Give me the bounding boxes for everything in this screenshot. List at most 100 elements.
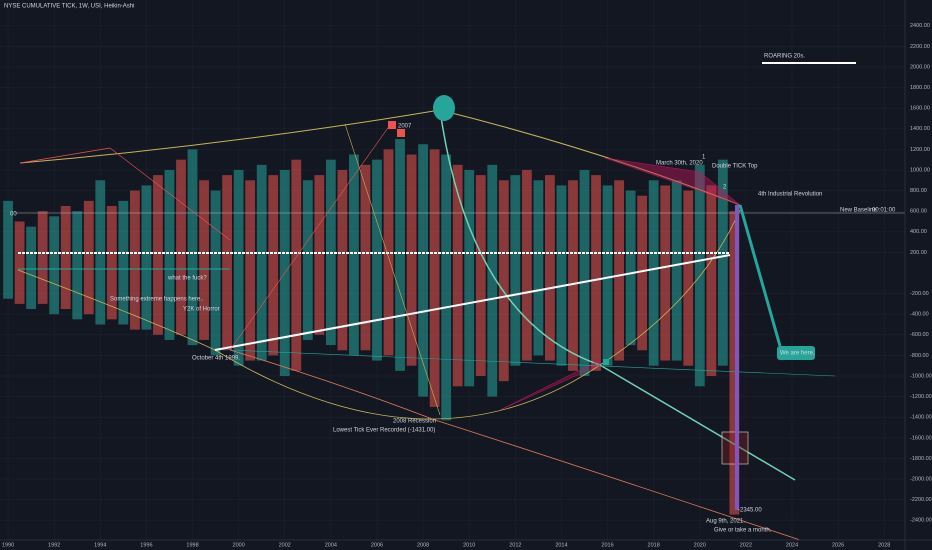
y-tick-label: -200.00 (910, 291, 929, 297)
x-tick-label: 2010 (463, 542, 475, 548)
range-bar (256, 164, 267, 361)
annotation: Aug 9th, 2021. (706, 519, 745, 525)
x-tick-label: 1992 (48, 542, 60, 548)
trend-curve (19, 109, 741, 206)
drawings (15, 62, 905, 541)
range-bar (233, 169, 244, 366)
range-bar (141, 185, 152, 330)
bars (3, 139, 740, 515)
x-tick-label: 1998 (186, 542, 198, 548)
range-bar (314, 175, 325, 335)
annotation: 2007 (398, 124, 412, 130)
range-bar (510, 175, 521, 366)
annotation: March 30th, 2020 (656, 161, 703, 167)
range-bar (164, 169, 175, 340)
annotation: 2 (723, 185, 727, 191)
trend-line (229, 349, 801, 541)
marker (388, 121, 396, 129)
marker (397, 129, 405, 137)
annotation: ROARING 20s. (764, 54, 805, 60)
range-bar (729, 211, 740, 515)
trend-line (344, 123, 441, 416)
y-tick-label: -400.00 (910, 312, 929, 318)
y-tick-label: -1200.00 (910, 394, 932, 400)
y-tick-label: 1800.00 (910, 85, 930, 91)
range-bar (614, 180, 624, 361)
range-bar (487, 164, 498, 397)
y-tick-label: -600.00 (910, 332, 929, 338)
range-bar (302, 180, 313, 340)
trend-line (19, 147, 111, 164)
range-bar (3, 200, 13, 299)
range-bar (452, 164, 463, 387)
x-tick-label: 2006 (371, 542, 383, 548)
wedge (499, 359, 601, 411)
y-tick-label: -2000.00 (910, 476, 932, 482)
range-bar (129, 190, 140, 330)
x-tick-label: 1996 (140, 542, 152, 548)
range-bar (72, 211, 83, 320)
annotation: 4th Industrial Revolution (758, 192, 822, 198)
range-bar (187, 149, 198, 346)
range-bar (372, 159, 382, 361)
x-tick-label: 1990 (2, 542, 14, 548)
x-tick-label: 2018 (648, 542, 660, 548)
range-bar (429, 149, 440, 407)
range-bar (199, 180, 209, 340)
range-bar (545, 175, 555, 361)
trend-curve (17, 209, 741, 420)
range-bar (521, 169, 532, 361)
y-tick-label: 200.00 (910, 250, 927, 256)
range-bar (683, 190, 694, 366)
trend-line (229, 349, 836, 377)
annotation: Give or take a month. (714, 528, 772, 534)
y-tick-label: 1600.00 (910, 106, 930, 112)
range-bar (210, 190, 221, 356)
range-bar (37, 211, 48, 304)
x-tick-label: 2000 (233, 542, 245, 548)
x-tick-label: 2014 (555, 542, 567, 548)
range-bar (498, 180, 509, 382)
range-bar (441, 154, 452, 421)
x-tick-label: 2008 (417, 542, 429, 548)
x-tick-label: 1994 (94, 542, 106, 548)
range-bar (153, 175, 163, 335)
annotation: -2345.00 (738, 508, 762, 514)
range-bar (625, 190, 636, 346)
y-tick-label: -1000.00 (910, 373, 932, 379)
peak-marker (433, 95, 455, 121)
y-tick-label: 1200.00 (910, 147, 930, 153)
range-bar (337, 169, 348, 351)
y-tick-label: 1400.00 (910, 126, 930, 132)
y-tick-label: 2400.00 (910, 23, 930, 29)
range-bar (349, 154, 359, 356)
y-tick-label: 2200.00 (910, 44, 930, 50)
header-title: NYSE CUMULATIVE TICK, 1W, USI, Heikin-As… (4, 4, 134, 10)
y-tick-label: -1600.00 (910, 435, 932, 441)
x-tick-label: 2024 (786, 542, 798, 548)
x-tick-label: 2016 (601, 542, 613, 548)
range-bar (60, 206, 71, 310)
x-tick-label: 2002 (279, 542, 291, 548)
annotation: Double TICK Top (712, 164, 758, 170)
annotation: what the fuck? (167, 276, 207, 282)
y-tick-label: 600.00 (910, 209, 927, 215)
range-bar (118, 200, 129, 325)
range-bar (395, 139, 405, 371)
range-bar (245, 180, 256, 361)
trend-line (214, 254, 731, 351)
range-bar (83, 200, 94, 315)
x-tick-label: 2028 (878, 542, 890, 548)
range-bar (49, 216, 60, 315)
range-bar (648, 180, 659, 366)
y-tick-label: 1000.00 (910, 167, 930, 173)
callout (777, 346, 815, 360)
annotation: October 4th 1999. (192, 356, 240, 362)
annotation: We are here. (780, 351, 815, 357)
range-bar (637, 195, 648, 351)
range-bar (671, 180, 682, 361)
range-bar (556, 185, 567, 366)
wedge (604, 157, 741, 206)
